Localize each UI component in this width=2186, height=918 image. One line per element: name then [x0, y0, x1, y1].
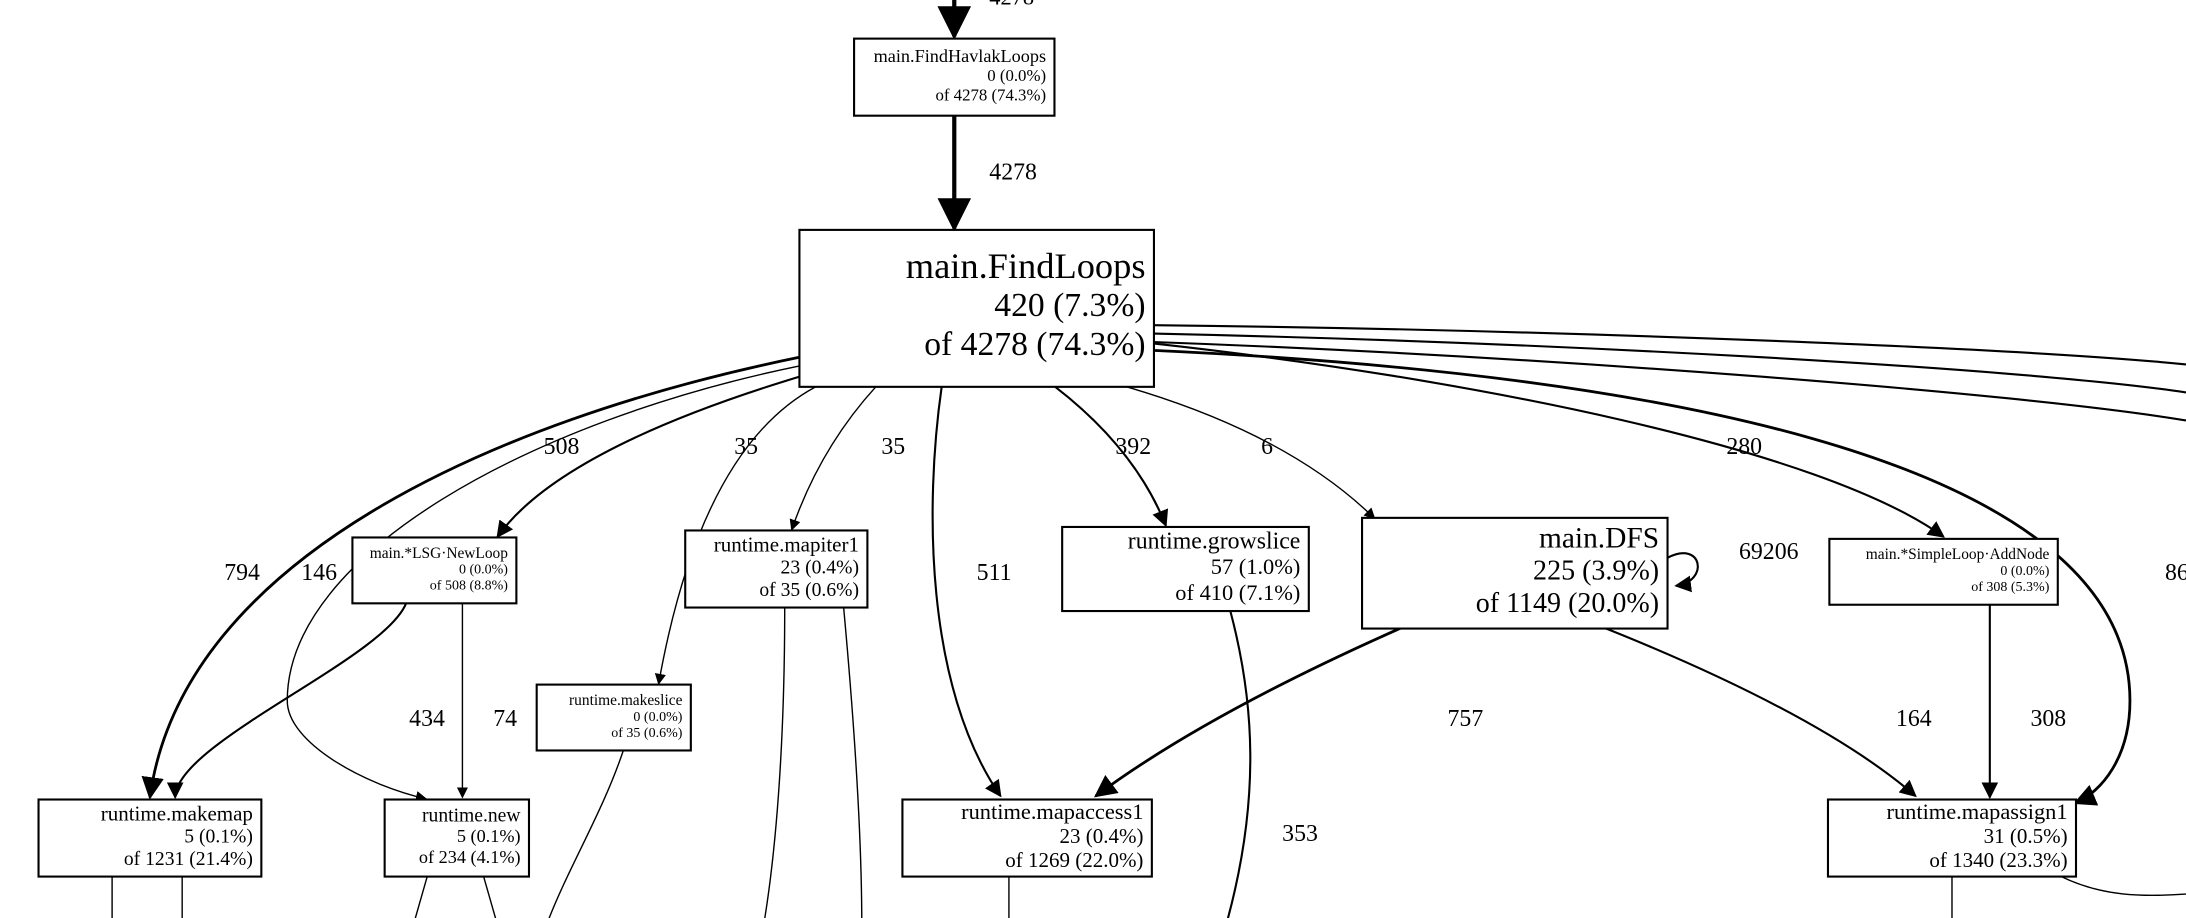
node-cum: of 308 (5.3%) — [1971, 580, 2049, 595]
edge — [175, 603, 406, 798]
edge-label: 35 — [881, 434, 905, 460]
node-makemap: runtime.makemap5 (0.1%)of 1231 (21.4%) — [39, 800, 262, 877]
node-cum: of 4278 (74.3%) — [935, 85, 1046, 104]
node-cum: of 4278 (74.3%) — [924, 326, 1145, 363]
edge — [933, 387, 1001, 796]
node-lsgNewLoop: main.*LSG·NewLoop0 (0.0%)of 508 (8.8%) — [352, 537, 516, 603]
node-findLoops: main.FindLoops420 (7.3%)of 4278 (74.3%) — [799, 230, 1154, 387]
node-title: runtime.new — [422, 806, 521, 827]
edge — [792, 387, 876, 530]
edge — [844, 607, 862, 918]
node-title: runtime.growslice — [1128, 529, 1301, 555]
edge — [764, 607, 785, 918]
edge-label: 74 — [493, 706, 517, 732]
edge-label: 757 — [1448, 706, 1484, 732]
edge-label: 508 — [544, 434, 580, 460]
node-self: 0 (0.0%) — [459, 563, 508, 578]
edge — [1226, 611, 1250, 918]
edge-label: 4278 — [989, 0, 1034, 9]
node-self: 0 (0.0%) — [987, 66, 1046, 85]
edge — [2060, 876, 2186, 896]
node-cum: of 1340 (23.3%) — [1929, 848, 2067, 872]
edge-label: 511 — [977, 560, 1012, 586]
node-self: 31 (0.5%) — [1984, 824, 2068, 848]
node-cum: of 1149 (20.0%) — [1476, 588, 1659, 619]
node-title: runtime.makeslice — [569, 692, 683, 709]
node-cum: of 1231 (21.4%) — [124, 849, 253, 870]
edge-label: 434 — [409, 706, 445, 732]
edge — [413, 876, 427, 918]
edge-label: 867 — [2165, 560, 2186, 586]
node-findHavlak: main.FindHavlakLoops0 (0.0%)of 4278 (74.… — [854, 39, 1054, 116]
edge — [483, 876, 497, 918]
node-new: runtime.new5 (0.1%)of 234 (4.1%) — [385, 800, 529, 877]
node-growslice: runtime.growslice57 (1.0%)of 410 (7.1%) — [1062, 527, 1309, 611]
node-cum: of 1269 (22.0%) — [1005, 848, 1143, 872]
node-self: 23 (0.4%) — [1059, 824, 1143, 848]
node-addNode: main.*SimpleLoop·AddNode0 (0.0%)of 308 (… — [1829, 539, 2057, 605]
node-self: 5 (0.1%) — [184, 827, 253, 848]
edge-label: 4278 — [989, 159, 1037, 185]
edge-label: 69206 — [1739, 539, 1799, 565]
node-title: main.FindLoops — [906, 246, 1146, 286]
node-makeslice: runtime.makeslice0 (0.0%)of 35 (0.6%) — [537, 685, 691, 751]
node-title: main.DFS — [1539, 523, 1659, 555]
node-mapiter1: runtime.mapiter123 (0.4%)of 35 (0.6%) — [685, 530, 867, 607]
node-self: 0 (0.0%) — [633, 710, 682, 725]
node-cum: of 35 (0.6%) — [759, 580, 859, 601]
node-self: 57 (1.0%) — [1211, 554, 1301, 579]
node-title: runtime.mapaccess1 — [961, 799, 1143, 824]
node-self: 23 (0.4%) — [781, 558, 859, 579]
edge-label: 353 — [1282, 821, 1318, 847]
node-title: main.FindHavlakLoops — [874, 46, 1046, 66]
node-cum: of 508 (8.8%) — [430, 579, 508, 594]
edge — [547, 750, 624, 918]
edge-label: 392 — [1115, 434, 1151, 460]
node-cum: of 234 (4.1%) — [419, 847, 521, 868]
node-title: main.*LSG·NewLoop — [370, 545, 509, 562]
node-self: 420 (7.3%) — [994, 287, 1145, 324]
callgraph: main.FindHavlakLoops0 (0.0%)of 4278 (74.… — [0, 0, 2186, 918]
edge-label: 280 — [1726, 434, 1762, 460]
node-dfs: main.DFS225 (3.9%)of 1149 (20.0%) — [1362, 518, 1667, 629]
edge — [1127, 387, 1375, 519]
node-title: runtime.mapiter1 — [714, 532, 859, 556]
node-title: runtime.mapassign1 — [1886, 799, 2067, 824]
node-self: 225 (3.9%) — [1533, 556, 1659, 587]
edge-label: 35 — [734, 434, 758, 460]
edge — [1604, 628, 1915, 796]
edge-label: 164 — [1896, 706, 1932, 732]
node-title: main.*SimpleLoop·AddNode — [1866, 546, 2050, 563]
edge-label: 308 — [2030, 706, 2066, 732]
node-cum: of 35 (0.6%) — [611, 726, 682, 741]
edge-label: 146 — [301, 560, 337, 586]
node-self: 0 (0.0%) — [2000, 564, 2049, 579]
node-title: runtime.makemap — [101, 801, 253, 825]
edge-label: 6 — [1261, 434, 1273, 460]
node-mapaccess1: runtime.mapaccess123 (0.4%)of 1269 (22.0… — [902, 799, 1151, 877]
node-cum: of 410 (7.1%) — [1175, 580, 1300, 605]
edge — [1668, 553, 1698, 586]
edge-label: 794 — [224, 560, 260, 586]
node-self: 5 (0.1%) — [457, 826, 521, 847]
node-mapassign1: runtime.mapassign131 (0.5%)of 1340 (23.3… — [1828, 799, 2076, 877]
